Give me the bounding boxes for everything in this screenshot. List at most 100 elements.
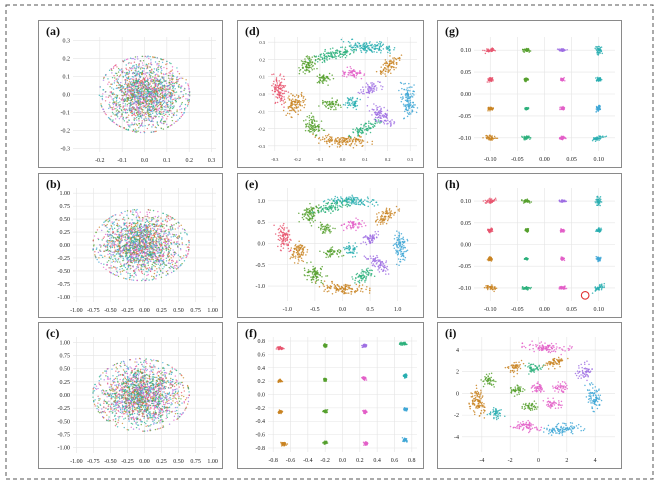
data-point xyxy=(137,58,139,60)
data-point xyxy=(126,72,128,74)
data-point xyxy=(162,381,165,383)
y-tick-label: -0.75 xyxy=(58,282,71,288)
data-point xyxy=(151,275,153,278)
data-point xyxy=(178,95,180,97)
data-point xyxy=(112,232,114,234)
data-point xyxy=(167,251,170,254)
data-point xyxy=(118,87,120,89)
data-point xyxy=(183,107,186,110)
data-point xyxy=(160,229,162,231)
data-point xyxy=(148,249,151,252)
data-point xyxy=(108,411,111,413)
data-point xyxy=(166,225,168,227)
data-point xyxy=(185,250,187,252)
data-point xyxy=(118,225,121,227)
data-point xyxy=(144,125,146,127)
data-point xyxy=(140,267,142,269)
data-point xyxy=(152,239,154,241)
data-point xyxy=(126,77,128,79)
data-point xyxy=(152,93,155,96)
data-point xyxy=(187,103,189,106)
data-point xyxy=(116,270,118,273)
data-point xyxy=(143,94,146,96)
data-point xyxy=(151,227,154,229)
data-point xyxy=(115,249,117,251)
data-point xyxy=(155,389,158,392)
data-point xyxy=(158,394,160,396)
data-point xyxy=(98,380,100,382)
data-point xyxy=(169,394,172,397)
data-point xyxy=(113,66,115,68)
data-point xyxy=(165,257,168,260)
data-point xyxy=(150,63,152,65)
data-point xyxy=(138,116,141,118)
data-point xyxy=(149,66,152,68)
data-point xyxy=(130,230,132,233)
data-point xyxy=(137,229,139,232)
data-point xyxy=(126,109,129,111)
data-point xyxy=(125,263,128,265)
data-point xyxy=(142,60,145,62)
data-point xyxy=(171,66,174,68)
data-point xyxy=(146,127,149,130)
data-point xyxy=(155,100,157,102)
data-point xyxy=(147,262,149,264)
data-point xyxy=(141,71,143,74)
data-point xyxy=(145,391,147,394)
data-point xyxy=(145,119,148,122)
data-point xyxy=(135,261,137,264)
data-point xyxy=(155,101,158,104)
data-point xyxy=(123,216,125,219)
data-point xyxy=(132,68,134,70)
data-point xyxy=(146,83,148,85)
data-point xyxy=(177,266,180,269)
data-point xyxy=(153,272,156,275)
data-point xyxy=(179,256,182,258)
data-point xyxy=(120,81,122,84)
data-point xyxy=(137,246,139,249)
data-point xyxy=(108,217,110,220)
data-point xyxy=(142,226,144,229)
data-point xyxy=(114,233,116,235)
data-point xyxy=(132,108,134,110)
data-point xyxy=(131,219,133,221)
data-point xyxy=(153,256,155,258)
data-point xyxy=(175,101,177,103)
data-point xyxy=(121,68,123,71)
data-point xyxy=(170,402,173,404)
data-point xyxy=(129,111,132,114)
data-point xyxy=(140,247,142,249)
data-point xyxy=(148,279,150,281)
y-tick-label: -0.1 xyxy=(61,110,71,116)
data-point xyxy=(110,224,112,227)
data-point xyxy=(112,119,114,121)
data-point xyxy=(146,278,148,280)
data-point xyxy=(116,66,118,68)
data-point xyxy=(137,111,140,113)
data-point xyxy=(151,98,154,100)
data-point xyxy=(112,92,114,94)
data-point xyxy=(126,394,129,397)
data-point xyxy=(152,80,154,82)
data-point xyxy=(105,96,107,98)
data-point xyxy=(118,370,120,373)
data-point xyxy=(156,219,159,221)
data-point xyxy=(146,109,149,111)
data-point xyxy=(143,96,146,99)
data-point xyxy=(124,277,127,280)
data-point xyxy=(171,103,173,105)
data-point xyxy=(172,381,174,383)
data-point xyxy=(140,232,142,234)
data-point xyxy=(116,271,119,274)
data-point xyxy=(107,241,109,244)
data-point xyxy=(119,268,121,271)
data-point xyxy=(159,102,161,104)
data-point xyxy=(138,113,140,115)
data-point xyxy=(155,278,157,280)
data-point xyxy=(145,218,147,220)
data-point xyxy=(111,69,113,72)
data-point xyxy=(114,261,116,263)
data-point xyxy=(187,396,190,399)
data-point xyxy=(137,85,139,87)
data-point xyxy=(154,78,156,80)
